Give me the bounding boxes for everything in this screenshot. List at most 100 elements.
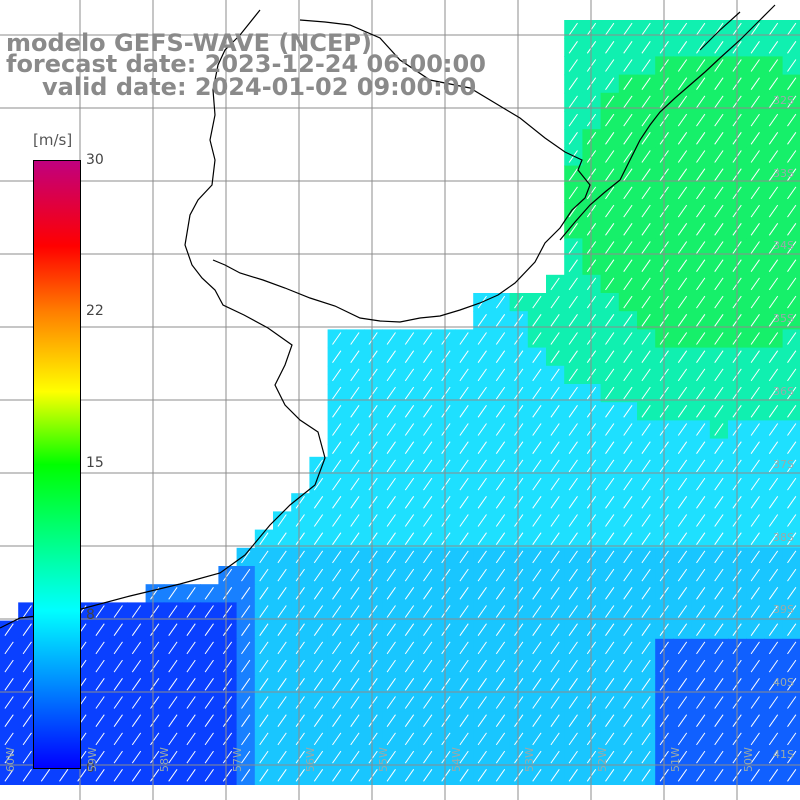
wind-arrow	[186, 714, 196, 727]
wind-arrow	[313, 587, 324, 600]
wind-arrow	[714, 41, 724, 54]
wind-arrow	[259, 769, 269, 782]
wind-arrow	[677, 350, 688, 363]
wind-arrow	[404, 678, 415, 691]
wind-arrow	[677, 769, 688, 782]
wind-arrow	[696, 496, 706, 509]
wind-arrow	[477, 441, 487, 454]
wind-arrow	[605, 459, 615, 473]
wind-arrow	[623, 186, 633, 200]
wind-arrow	[404, 568, 415, 582]
wind-arrow	[423, 423, 433, 436]
wind-arrow	[696, 769, 706, 782]
wind-arrow	[495, 405, 506, 418]
wind-arrow	[350, 532, 360, 545]
wind-arrow	[696, 186, 706, 200]
wind-arrow	[641, 568, 651, 582]
wind-arrow	[768, 77, 779, 90]
wind-arrow	[368, 714, 378, 727]
wind-arrow	[332, 423, 342, 436]
wind-arrow	[550, 441, 560, 454]
wind-arrow	[550, 386, 560, 400]
wind-arrow	[787, 587, 797, 600]
wind-arrow	[714, 678, 724, 691]
wind-arrow	[404, 441, 415, 454]
wind-arrow	[641, 532, 651, 545]
wind-arrow	[313, 696, 324, 709]
wind-arrow	[423, 641, 433, 655]
wind-arrow	[696, 241, 706, 254]
wind-arrow	[750, 514, 760, 527]
wind-arrow	[332, 732, 342, 746]
wind-arrow	[4, 696, 14, 709]
wind-arrow	[459, 678, 469, 691]
wind-arrow	[568, 95, 578, 109]
wind-arrow	[459, 605, 469, 618]
wind-arrow	[677, 132, 688, 145]
wind-arrow	[404, 368, 415, 382]
wind-arrow	[350, 441, 360, 454]
wind-arrow	[459, 332, 469, 345]
wind-arrow	[368, 605, 378, 618]
wind-arrow	[623, 41, 633, 54]
wind-arrow	[677, 550, 688, 564]
wind-arrow	[768, 623, 779, 636]
wind-arrow	[295, 623, 305, 636]
wind-arrow	[222, 568, 233, 582]
wind-arrow	[532, 368, 542, 382]
wind-arrow	[714, 77, 724, 90]
wind-arrow	[368, 659, 378, 673]
wind-arrow	[332, 405, 342, 418]
wind-arrow	[623, 223, 633, 236]
wind-arrow	[404, 514, 415, 527]
wind-arrow	[532, 441, 542, 454]
wind-arrow	[477, 641, 487, 655]
wind-arrow	[495, 750, 506, 764]
lat-label: 40S	[773, 676, 794, 689]
wind-arrow	[259, 714, 269, 727]
wind-arrow	[696, 314, 706, 327]
wind-arrow	[514, 605, 524, 618]
wind-arrow	[641, 496, 651, 509]
wind-arrow	[350, 568, 360, 582]
wind-arrow	[787, 623, 797, 636]
wind-arrow	[277, 678, 287, 691]
wind-arrow	[222, 641, 233, 655]
lon-label: 52W	[596, 747, 609, 772]
wind-arrow	[259, 568, 269, 582]
wind-arrow	[459, 659, 469, 673]
wind-arrow	[368, 769, 378, 782]
wind-arrow	[295, 714, 305, 727]
wind-arrow	[750, 241, 760, 254]
wind-arrow	[277, 568, 287, 582]
wind-arrow	[641, 22, 651, 36]
wind-arrow	[168, 678, 178, 691]
lon-label: 53W	[523, 747, 536, 772]
wind-arrow	[641, 405, 651, 418]
wind-arrow	[605, 368, 615, 382]
wind-arrow	[514, 405, 524, 418]
wind-arrow	[641, 277, 651, 291]
wind-arrow	[168, 714, 178, 727]
wind-arrow	[532, 714, 542, 727]
wind-arrow	[568, 77, 578, 90]
wind-arrow	[641, 95, 651, 109]
wind-arrow	[332, 750, 342, 764]
wind-arrow	[332, 696, 342, 709]
wind-arrow	[550, 696, 560, 709]
wind-arrow	[787, 532, 797, 545]
wind-arrow	[550, 732, 560, 746]
wind-arrow	[423, 550, 433, 564]
colorbar-tick-15: 15	[86, 455, 104, 471]
wind-arrow	[768, 659, 779, 673]
wind-arrow	[477, 714, 487, 727]
wind-arrow	[277, 514, 287, 527]
wind-arrow	[514, 496, 524, 509]
wind-arrow	[386, 368, 396, 382]
wind-arrow	[332, 568, 342, 582]
wind-arrow	[714, 441, 724, 454]
wind-arrow	[477, 696, 487, 709]
wind-arrow	[714, 587, 724, 600]
wind-arrow	[368, 678, 378, 691]
wind-arrow	[550, 623, 560, 636]
